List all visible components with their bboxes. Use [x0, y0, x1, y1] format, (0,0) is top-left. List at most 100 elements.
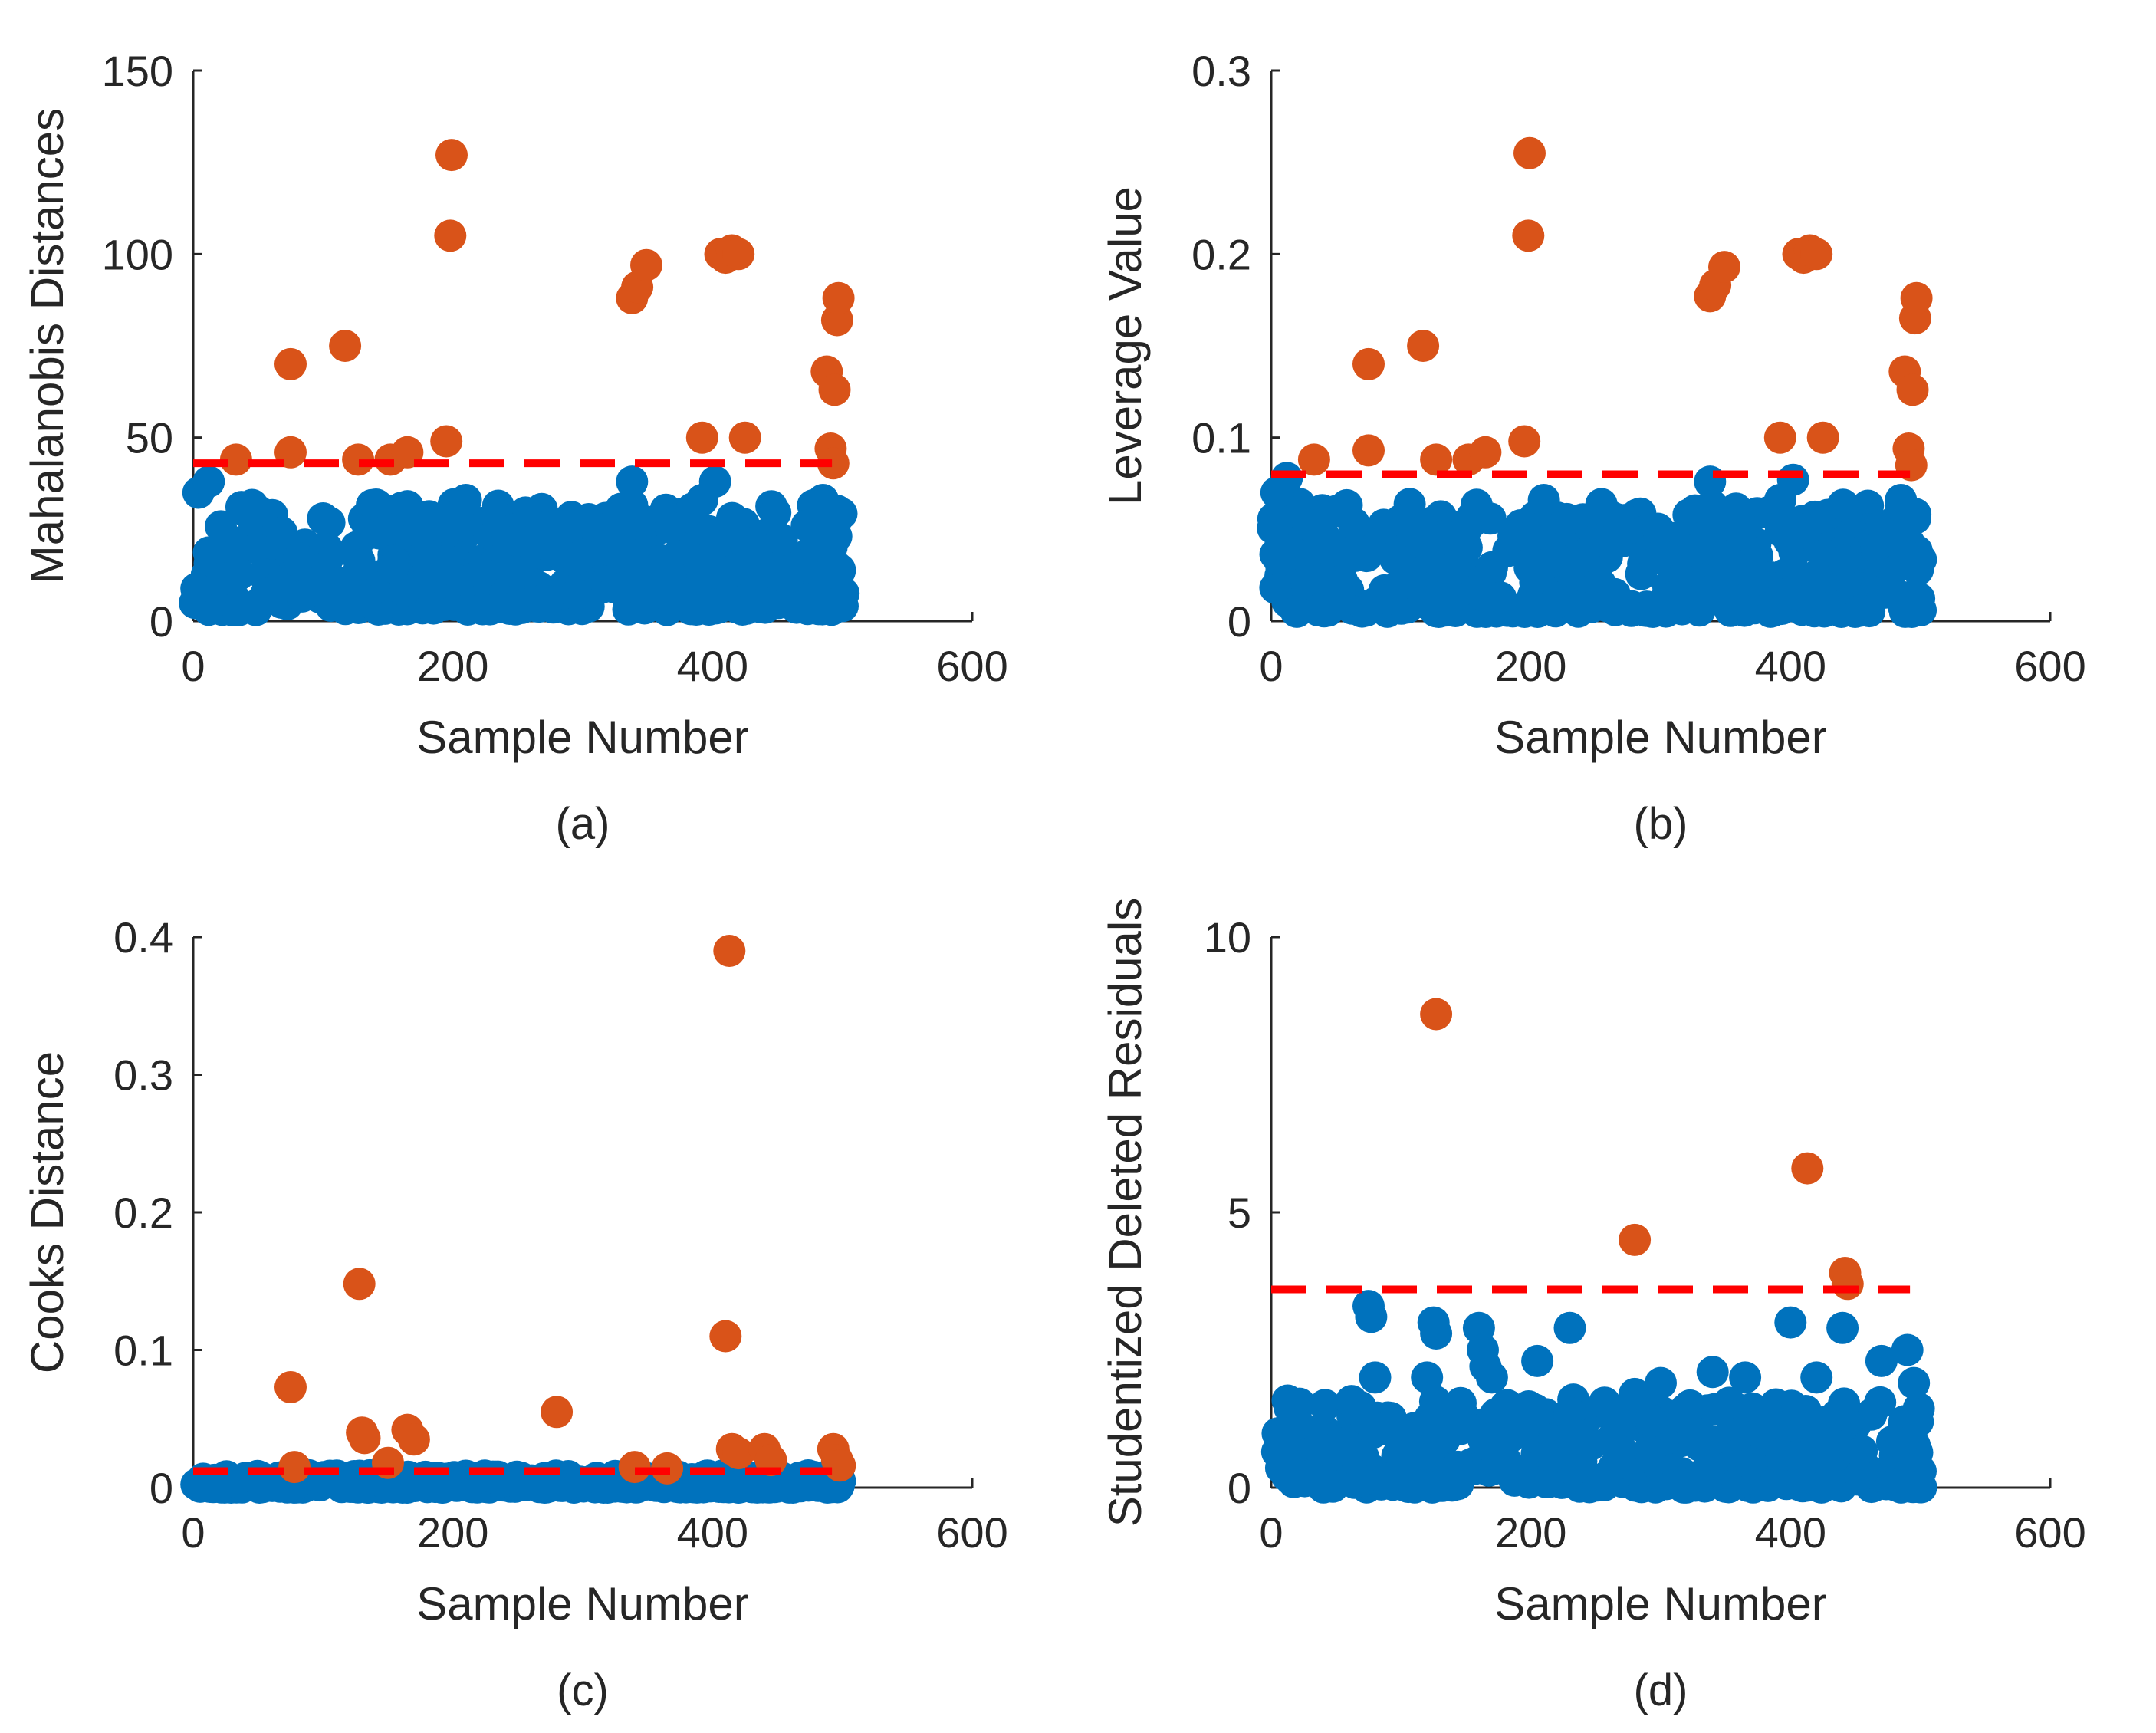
inlier-point [180, 1468, 213, 1501]
outlier-point [541, 1396, 574, 1429]
y-tick-label: 0.3 [113, 1051, 173, 1100]
inlier-point [1724, 517, 1757, 550]
y-tick-label: 0.4 [113, 913, 173, 962]
outlier-point [1512, 219, 1545, 252]
y-tick-label: 0 [1228, 1464, 1251, 1512]
x-tick-label: 200 [1495, 1508, 1566, 1557]
inlier-point [307, 502, 340, 534]
inlier-point [1374, 1402, 1407, 1434]
series-outlier [1420, 998, 1864, 1301]
inlier-point [1827, 544, 1860, 577]
y-tick-label: 0.2 [1191, 230, 1251, 278]
inlier-point [509, 1469, 542, 1501]
inlier-point [501, 556, 534, 588]
y-tick-label: 0.1 [1191, 414, 1251, 462]
outlier-point [722, 238, 755, 271]
x-tick-label: 0 [1259, 642, 1283, 690]
inlier-point [1511, 588, 1544, 621]
inlier-point [1309, 1389, 1342, 1422]
outlier-point [1407, 330, 1440, 362]
outlier-point [818, 373, 851, 406]
y-tick-label: 0.3 [1191, 47, 1251, 95]
inlier-point [1384, 567, 1417, 600]
outlier-point [1508, 425, 1541, 458]
inlier-point [1645, 1366, 1677, 1399]
inlier-point [698, 588, 731, 620]
inlier-point [1385, 504, 1418, 537]
inlier-point [460, 1462, 493, 1495]
outlier-point [618, 1451, 651, 1484]
inlier-point [654, 511, 687, 544]
inlier-point [1797, 590, 1830, 623]
inlier-point [702, 1471, 735, 1503]
inlier-point [1732, 591, 1765, 624]
inlier-point [206, 561, 239, 594]
inlier-point [1257, 502, 1290, 535]
x-tick-label: 600 [936, 642, 1007, 690]
inlier-point [1826, 1311, 1859, 1344]
inlier-point [1521, 1344, 1554, 1377]
inlier-point [1539, 587, 1572, 619]
y-tick-label: 0.1 [113, 1327, 173, 1375]
inlier-point [449, 484, 482, 516]
inlier-point [439, 508, 472, 541]
inlier-point [1645, 538, 1677, 571]
inlier-point [1371, 1462, 1404, 1495]
inlier-point [1774, 1306, 1807, 1339]
outlier-point [1806, 421, 1839, 454]
inlier-point [250, 577, 283, 610]
panel-caption: (d) [1634, 1666, 1688, 1715]
outlier-point [1896, 373, 1929, 406]
inlier-point [1891, 1333, 1924, 1366]
inlier-point [735, 534, 768, 567]
inlier-point [1559, 1419, 1592, 1452]
inlier-point [1335, 1385, 1368, 1418]
inlier-point [1750, 1396, 1783, 1429]
inlier-point [607, 571, 640, 604]
inlier-point [1588, 1386, 1621, 1419]
scatter-chart-d: 0 200 400 600 0 5 10 Sample Number Studentized D… [1099, 898, 2086, 1715]
inlier-point [396, 1468, 429, 1501]
inlier-point [644, 576, 677, 609]
outlier-point [1352, 434, 1385, 467]
inlier-point [242, 495, 274, 528]
x-tick-label: 400 [677, 1508, 748, 1557]
outlier-point [709, 1320, 742, 1353]
inlier-point [1635, 1404, 1668, 1437]
inlier-point [1579, 524, 1612, 557]
panel-caption: (c) [557, 1666, 609, 1715]
inlier-point [1855, 1398, 1888, 1431]
inlier-point [1320, 495, 1352, 528]
outlier-point [722, 1437, 755, 1470]
inlier-point [180, 572, 213, 605]
x-tick-label: 600 [2014, 642, 2085, 690]
x-axis-title: Sample Number [416, 712, 749, 763]
inlier-point [251, 1468, 284, 1501]
outlier-point [397, 1423, 430, 1456]
inlier-point [203, 536, 236, 569]
inlier-point [1293, 1459, 1326, 1492]
inlier-point [1776, 463, 1809, 496]
outlier-point [685, 421, 718, 454]
inlier-point [1694, 465, 1727, 498]
inlier-point [1800, 1361, 1833, 1394]
inlier-point [1527, 484, 1560, 516]
inlier-point [1423, 594, 1455, 626]
x-tick-label: 200 [417, 642, 488, 690]
outlier-point [343, 1268, 376, 1301]
series-outlier [274, 935, 856, 1485]
inlier-point [205, 510, 237, 543]
inlier-point [1657, 580, 1690, 613]
inlier-point [1467, 1423, 1500, 1455]
inlier-point [765, 523, 798, 556]
inlier-point [1898, 502, 1931, 534]
inlier-point [1344, 1465, 1377, 1498]
outlier-point [1420, 998, 1453, 1031]
inlier-point [688, 544, 720, 577]
inlier-point [1713, 1386, 1746, 1419]
inlier-point [790, 509, 823, 542]
panel-caption: (b) [1634, 799, 1688, 849]
series-normal [1257, 462, 1937, 628]
series-outlier [219, 139, 855, 480]
